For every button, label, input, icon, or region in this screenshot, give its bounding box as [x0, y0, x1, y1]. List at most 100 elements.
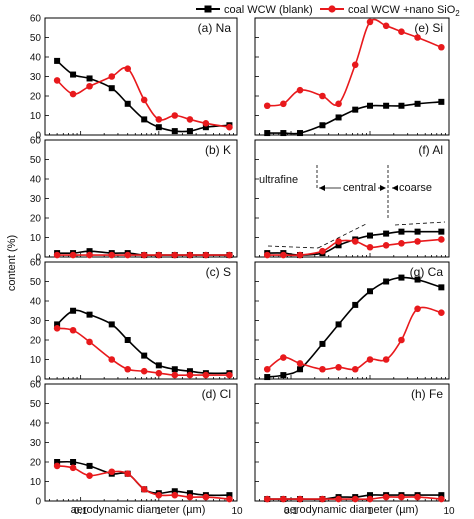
panel-frame [254, 383, 450, 502]
x-tick-label: 10 [231, 506, 243, 517]
x-axis-title-right: aerodynamic diameter (µm) [284, 504, 419, 516]
point-blank [70, 459, 77, 465]
point-nano [366, 356, 374, 363]
point-blank [352, 106, 359, 113]
y-tick-label: 30 [30, 438, 42, 449]
y-tick-label: 40 [30, 419, 42, 430]
trend-rise [317, 222, 369, 249]
point-nano [140, 486, 148, 493]
point-nano [351, 61, 359, 69]
point-nano [53, 251, 61, 259]
point-nano [366, 495, 374, 503]
point-blank [86, 462, 93, 469]
panel-2: 0 10 20 30 40 50 60 (b) K [30, 136, 238, 264]
point-nano [53, 325, 61, 332]
point-blank [264, 130, 271, 137]
point-nano [140, 251, 148, 259]
point-nano [186, 493, 194, 501]
point-nano [382, 242, 390, 249]
panel-title: (e) Si [414, 21, 443, 35]
x-tick-label: 1 [367, 506, 373, 517]
point-nano [351, 238, 359, 245]
point-nano [438, 236, 445, 243]
point-nano [86, 251, 93, 259]
point-blank [297, 366, 304, 373]
point-nano [438, 43, 445, 51]
y-tick-label: 30 [30, 72, 42, 83]
y-tick-label: 10 [30, 355, 42, 366]
point-blank [226, 492, 233, 499]
point-nano [108, 468, 116, 476]
point-blank [335, 321, 342, 328]
series-nano-line [266, 306, 442, 371]
point-blank [367, 288, 374, 295]
y-tick-label: 60 [30, 258, 42, 269]
point-nano [226, 123, 233, 131]
x-tick-label: 1 [156, 506, 162, 517]
y-tick-label: 10 [30, 477, 42, 488]
point-nano [319, 495, 326, 503]
point-nano [263, 495, 271, 503]
point-nano [280, 354, 287, 361]
point-blank [141, 116, 148, 123]
point-nano [280, 495, 287, 503]
point-blank [171, 128, 178, 135]
point-nano [69, 326, 77, 334]
point-nano [280, 251, 287, 259]
point-blank [297, 130, 304, 137]
point-blank [383, 230, 390, 237]
panel-4: 0 10 20 30 40 50 60 (c) S [30, 258, 238, 386]
y-tick-label: 30 [30, 316, 42, 327]
point-blank [86, 248, 93, 255]
central-arrowhead-right [380, 185, 386, 191]
point-blank [86, 75, 93, 82]
point-nano [382, 493, 390, 501]
point-nano [414, 238, 421, 245]
coarse-label: coarse [399, 182, 432, 194]
point-nano [171, 491, 179, 499]
trend-plateau [394, 221, 446, 226]
point-nano [171, 112, 179, 119]
y-axis-title: content (%) [6, 235, 18, 291]
point-nano [124, 365, 132, 373]
panel-title: (b) K [205, 143, 231, 157]
point-nano [438, 495, 445, 503]
point-nano [124, 65, 132, 72]
panel-title: (f) Al [418, 143, 443, 157]
point-nano [140, 96, 148, 104]
point-nano [124, 251, 132, 259]
point-nano [296, 86, 304, 94]
y-tick-label: 60 [30, 380, 42, 391]
point-blank [352, 301, 359, 308]
point-nano [296, 251, 304, 259]
point-nano [296, 360, 304, 367]
point-blank [335, 114, 342, 121]
point-nano [226, 495, 233, 503]
point-blank [186, 368, 193, 375]
point-blank [108, 85, 115, 92]
point-nano [86, 82, 93, 90]
point-blank [54, 57, 61, 64]
point-blank [171, 488, 178, 495]
point-nano [155, 251, 163, 259]
point-nano [438, 309, 445, 317]
panel-title: (d) Cl [202, 387, 231, 401]
point-nano [155, 491, 163, 499]
point-nano [351, 495, 359, 503]
point-nano [86, 472, 93, 479]
point-nano [382, 22, 390, 30]
point-blank [86, 311, 93, 318]
point-nano [108, 356, 116, 363]
point-nano [186, 371, 194, 379]
legend: coal WCW (blank) coal WCW +nano SiO2 [196, 4, 460, 18]
point-nano [414, 305, 421, 313]
point-blank [54, 459, 61, 465]
point-blank [186, 128, 193, 135]
x-axis-title-left: aerodynamic diameter (µm) [71, 504, 206, 516]
point-nano [296, 495, 304, 503]
point-blank [155, 124, 162, 131]
series-blank-line [267, 276, 442, 378]
point-nano [124, 470, 132, 478]
point-nano [366, 18, 374, 26]
point-nano [108, 251, 116, 259]
